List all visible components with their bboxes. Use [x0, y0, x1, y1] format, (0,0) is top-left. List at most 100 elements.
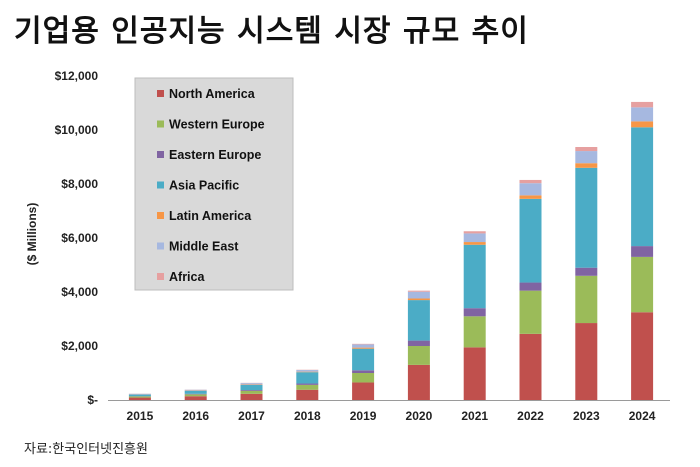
legend-swatch — [157, 181, 164, 189]
x-tick-label: 2015 — [127, 409, 154, 423]
bar-segment — [128, 394, 151, 397]
y-tick-label: $4,000 — [61, 285, 98, 299]
bar-segment — [631, 121, 654, 128]
bar-segment — [184, 390, 207, 394]
bar-segment — [575, 151, 598, 164]
x-tick-label: 2017 — [238, 409, 265, 423]
bar-segment — [519, 290, 542, 334]
y-tick-label: $6,000 — [61, 231, 98, 245]
x-tick-label: 2016 — [182, 409, 209, 423]
bar-segment — [352, 382, 375, 400]
x-tick-label: 2020 — [406, 409, 433, 423]
x-tick-label: 2018 — [294, 409, 321, 423]
bar-segment — [128, 393, 151, 395]
bar-segment — [575, 147, 598, 152]
x-tick-label: 2022 — [517, 409, 544, 423]
bar-segment — [240, 390, 263, 391]
y-tick-label: $12,000 — [55, 69, 99, 83]
legend-entry: Eastern Europe — [169, 148, 261, 162]
legend-swatch — [157, 242, 164, 250]
x-tick-label: 2024 — [629, 409, 656, 423]
bar-segment — [240, 384, 263, 391]
bar-segment — [407, 364, 430, 400]
bar-segment — [296, 370, 319, 372]
bar-segment — [519, 333, 542, 400]
bar-segment — [184, 393, 207, 395]
legend-entry: Western Europe — [169, 118, 265, 132]
bar-segment — [519, 195, 542, 199]
bar-segment — [407, 346, 430, 365]
bar-segment — [352, 344, 375, 348]
y-tick-label: $8,000 — [61, 177, 98, 191]
bar-segment — [463, 244, 486, 309]
bar-segment — [407, 298, 430, 301]
bar-segment — [184, 394, 207, 397]
bar-segment — [519, 179, 542, 184]
bar-segment — [631, 101, 654, 108]
legend-swatch — [157, 212, 164, 219]
legend-swatch — [157, 151, 164, 158]
bar-segment — [575, 267, 598, 276]
bar-segment — [463, 316, 486, 348]
bar-segment — [407, 300, 430, 341]
bar-segment — [296, 389, 319, 400]
bar-segment — [575, 163, 598, 168]
bar-segment — [240, 383, 263, 385]
bar-segment — [519, 198, 542, 283]
bar-segment — [631, 127, 654, 247]
y-axis: $- $2,000 $4,000 $6,000 $8,000 $10,000 $12,000 — [55, 69, 670, 407]
bar-segment — [407, 340, 430, 346]
legend: North America Western Europe Eastern Europ… — [134, 77, 294, 291]
bar-segment — [352, 348, 375, 371]
bar-segment — [575, 275, 598, 324]
bars — [128, 101, 654, 400]
bar-segment — [519, 282, 542, 291]
bar-segment — [575, 167, 598, 268]
x-tick-label: 2019 — [350, 409, 377, 423]
y-tick-label: $- — [87, 393, 98, 407]
legend-swatch — [157, 90, 164, 97]
bar-segment — [463, 308, 486, 317]
x-tick-label: 2021 — [461, 409, 488, 423]
bar-segment — [463, 231, 486, 234]
legend-swatch — [157, 120, 164, 128]
bar-segment — [631, 246, 654, 257]
bar-segment — [296, 372, 319, 384]
source-note: 자료:한국인터넷진흥원 — [24, 442, 148, 457]
legend-entry: Africa — [169, 270, 205, 284]
bar-segment — [184, 389, 207, 391]
bar-segment — [463, 233, 486, 243]
bar-segment — [128, 397, 151, 400]
bar-segment — [240, 390, 263, 394]
bar-segment — [128, 396, 151, 398]
bar-segment — [407, 291, 430, 299]
bar-segment — [407, 290, 430, 292]
bar-segment — [184, 396, 207, 400]
bar-segment — [352, 373, 375, 383]
bar-segment — [352, 370, 375, 373]
legend-entry: North America — [169, 87, 256, 101]
legend-entry: Latin America — [169, 209, 252, 223]
x-axis: 2015 2016 2017 2018 2019 2020 2021 2022 2023 2024 — [127, 409, 656, 423]
legend-entry: Middle East — [169, 240, 239, 254]
bar-segment — [296, 383, 319, 385]
bar-segment — [352, 343, 375, 345]
bar-segment — [631, 256, 654, 313]
bar-segment — [631, 312, 654, 400]
legend-entry: Asia Pacific — [169, 179, 239, 193]
page-title: 기업용 인공지능 시스템 시장 규모 추이 — [14, 14, 529, 49]
bar-segment — [352, 347, 375, 349]
legend-swatch — [157, 273, 164, 280]
y-tick-label: $2,000 — [61, 339, 98, 353]
y-tick-label: $10,000 — [55, 123, 99, 137]
y-axis-label: ($ Millions) — [25, 203, 39, 266]
bar-segment — [296, 371, 319, 373]
bar-segment — [519, 183, 542, 196]
x-tick-label: 2023 — [573, 409, 600, 423]
bar-segment — [463, 347, 486, 400]
bar-segment — [575, 323, 598, 400]
bar-segment — [296, 384, 319, 390]
bar-segment — [240, 393, 263, 400]
bar-segment — [463, 242, 486, 245]
